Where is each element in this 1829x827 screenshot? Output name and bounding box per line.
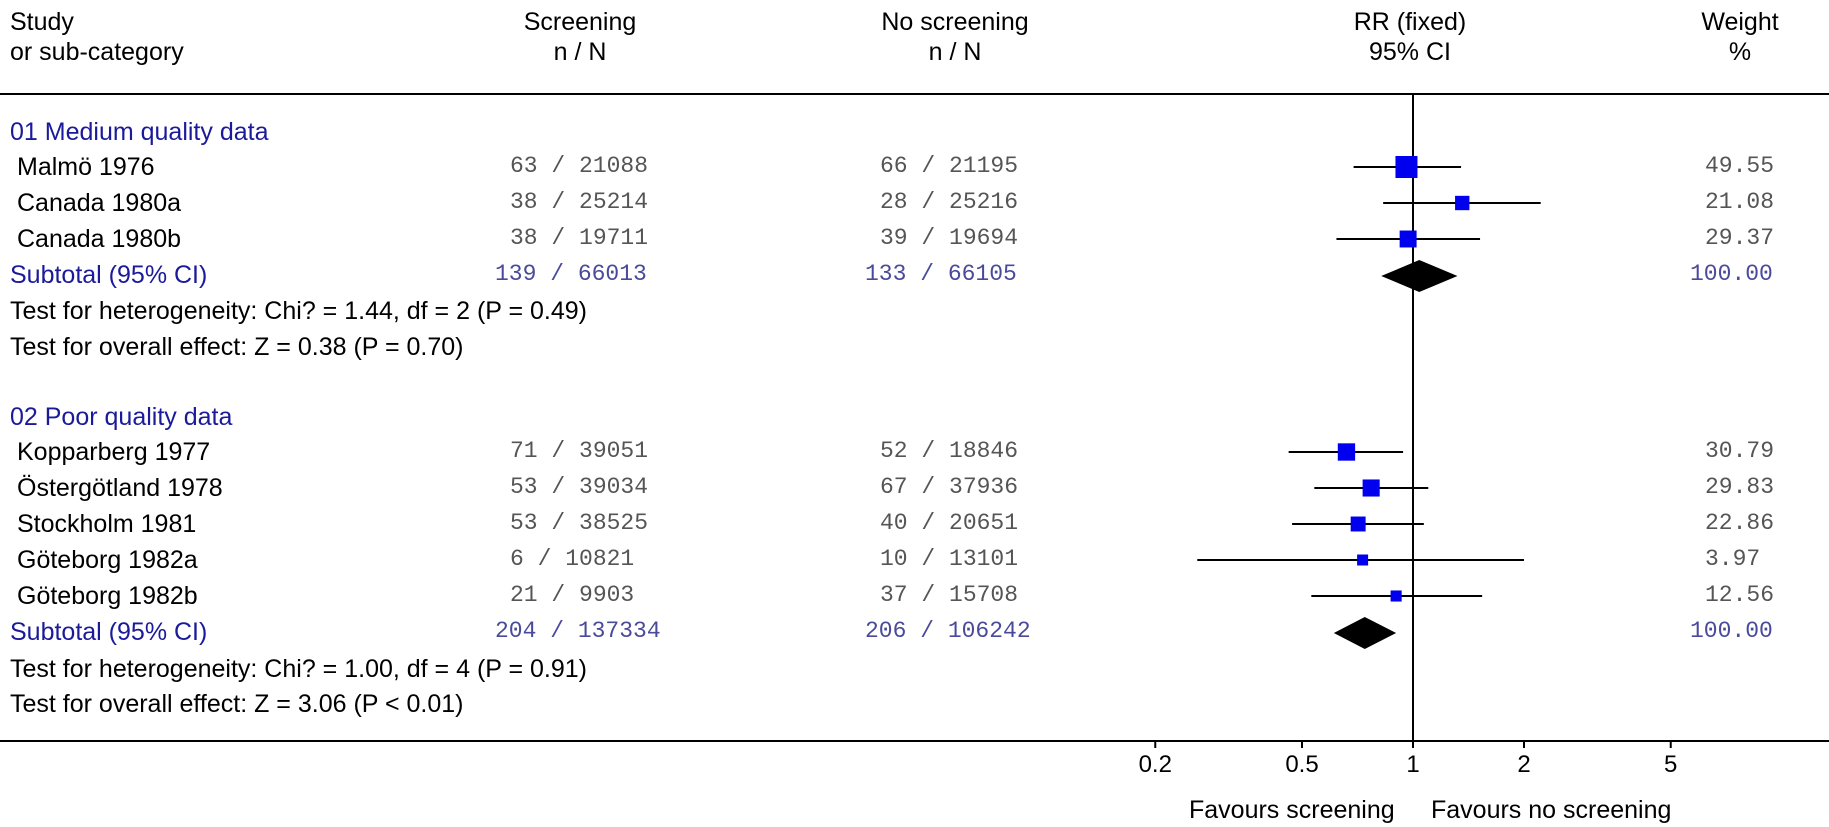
subtotal-weight: 100.00 — [1690, 261, 1773, 287]
overall-effect-test: Test for overall effect: Z = 3.06 (P < 0… — [10, 690, 464, 718]
study-weight: 21.08 — [1705, 189, 1775, 215]
study-screening: 38 / 19711 — [510, 225, 649, 251]
heterogeneity-test: Test for heterogeneity: Chi? = 1.44, df … — [10, 297, 587, 325]
study-no-screening: 66 / 21195 — [880, 153, 1019, 179]
x-axis-tick-label: 5 — [1664, 751, 1677, 778]
x-axis-tick-label: 1 — [1406, 751, 1419, 778]
header-screening-line2: n / N — [553, 38, 607, 66]
study-name: Malmö 1976 — [17, 153, 155, 181]
study-name: Canada 1980b — [17, 225, 182, 253]
study-no-screening: 39 / 19694 — [880, 225, 1019, 251]
header-study-line1: Study — [10, 8, 74, 36]
study-screening: 38 / 25214 — [510, 189, 649, 215]
study-screening: 71 / 39051 — [510, 438, 649, 464]
group-label: 01 Medium quality data — [10, 118, 269, 146]
point-estimate-square — [1357, 554, 1369, 566]
study-no-screening: 67 / 37936 — [880, 474, 1019, 500]
study-no-screening: 40 / 20651 — [880, 510, 1019, 536]
subtotal-diamond — [1381, 260, 1458, 292]
group-label: 02 Poor quality data — [10, 403, 233, 431]
header-rr-line2: 95% CI — [1369, 38, 1451, 66]
header-weight-line1: Weight — [1701, 8, 1779, 36]
subtotal-label: Subtotal (95% CI) — [10, 261, 208, 289]
header-study-line2: or sub-category — [10, 38, 184, 66]
study-name: Kopparberg 1977 — [17, 438, 211, 466]
study-weight: 22.86 — [1705, 510, 1775, 536]
overall-effect-test: Test for overall effect: Z = 0.38 (P = 0… — [10, 333, 464, 361]
point-estimate-square — [1395, 156, 1418, 178]
study-no-screening: 10 / 13101 — [880, 546, 1019, 572]
subtotal-weight: 100.00 — [1690, 618, 1773, 644]
study-name: Göteborg 1982b — [17, 582, 198, 610]
subtotal-no-screening: 206 / 106242 — [865, 618, 1031, 644]
point-estimate-square — [1350, 516, 1366, 532]
study-weight: 49.55 — [1705, 153, 1775, 179]
study-weight: 29.37 — [1705, 225, 1775, 251]
study-screening: 53 / 38525 — [510, 510, 649, 536]
subtotal-label: Subtotal (95% CI) — [10, 618, 208, 646]
header-screening-line1: Screening — [523, 8, 637, 36]
study-screening: 63 / 21088 — [510, 153, 649, 179]
subtotal-screening: 139 / 66013 — [495, 261, 647, 287]
header-rr-line1: RR (fixed) — [1353, 8, 1467, 36]
x-axis-tick-label: 2 — [1517, 751, 1530, 778]
study-no-screening: 28 / 25216 — [880, 189, 1019, 215]
subtotal-no-screening: 133 / 66105 — [865, 261, 1017, 287]
study-name: Stockholm 1981 — [17, 510, 197, 538]
study-name: Göteborg 1982a — [17, 546, 198, 574]
point-estimate-square — [1399, 230, 1417, 248]
x-axis-tick-label: 0.2 — [1139, 751, 1172, 778]
study-screening: 21 / 9903 — [510, 582, 635, 608]
footer-rule — [0, 740, 1829, 742]
header-weight-line2: % — [1728, 38, 1752, 66]
study-weight: 30.79 — [1705, 438, 1775, 464]
point-estimate-square — [1362, 479, 1380, 497]
study-name: Östergötland 1978 — [17, 474, 223, 502]
header-rule — [0, 93, 1829, 95]
favours-no-screening-label: Favours no screening — [1431, 796, 1672, 824]
heterogeneity-test: Test for heterogeneity: Chi? = 1.00, df … — [10, 655, 587, 683]
study-screening: 53 / 39034 — [510, 474, 649, 500]
study-no-screening: 37 / 15708 — [880, 582, 1019, 608]
study-name: Canada 1980a — [17, 189, 182, 217]
study-weight: 12.56 — [1705, 582, 1775, 608]
point-estimate-square — [1337, 443, 1356, 461]
header-no-screening-line2: n / N — [928, 38, 982, 66]
study-no-screening: 52 / 18846 — [880, 438, 1019, 464]
header-no-screening-line1: No screening — [881, 8, 1029, 36]
study-screening: 6 / 10821 — [510, 546, 635, 572]
x-axis-tick-label: 0.5 — [1285, 751, 1318, 778]
study-weight: 3.97 — [1705, 546, 1761, 572]
subtotal-diamond — [1333, 617, 1397, 649]
study-weight: 29.83 — [1705, 474, 1775, 500]
subtotal-screening: 204 / 137334 — [495, 618, 661, 644]
point-estimate-square — [1390, 590, 1402, 602]
favours-screening-label: Favours screening — [1189, 796, 1395, 824]
point-estimate-square — [1455, 195, 1470, 211]
